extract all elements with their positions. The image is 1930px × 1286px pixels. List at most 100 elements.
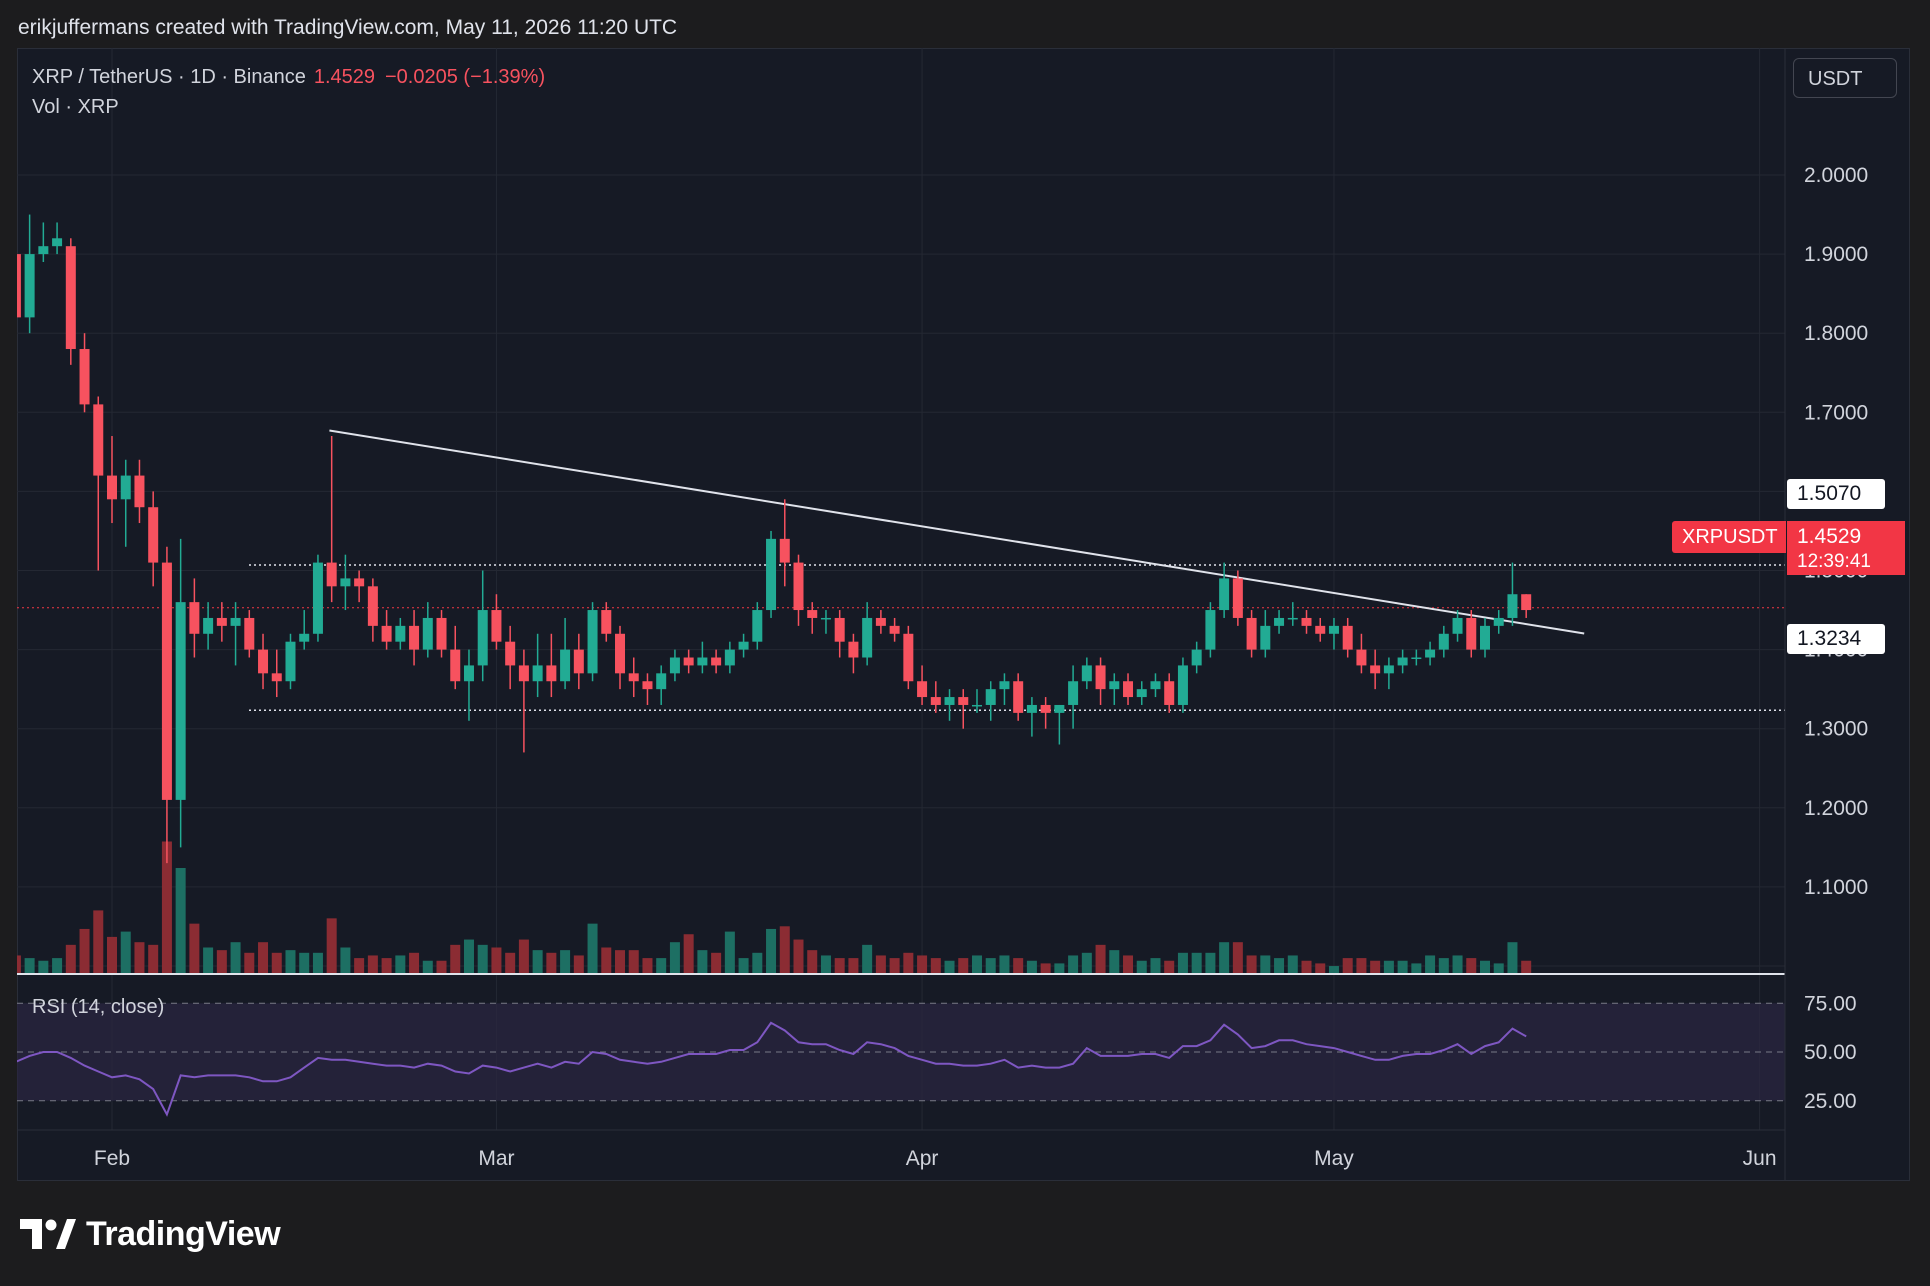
- candle-body: [930, 697, 941, 705]
- volume-bar: [971, 955, 982, 974]
- candle-body: [889, 625, 900, 634]
- candle: [1480, 617, 1490, 658]
- candle-body: [1205, 610, 1216, 650]
- candle: [1493, 610, 1504, 634]
- candle: [450, 625, 461, 690]
- volume-label: Vol · XRP: [32, 96, 119, 118]
- candle: [505, 625, 516, 690]
- candle-body: [244, 617, 255, 650]
- rsi-label: RSI (14, close): [32, 996, 165, 1018]
- candle: [834, 610, 845, 658]
- volume-bar: [340, 947, 351, 974]
- candle-body: [1095, 665, 1106, 690]
- candle: [1411, 649, 1422, 666]
- candle: [1287, 602, 1298, 626]
- candle-body: [65, 246, 76, 350]
- volume-bar: [1095, 944, 1106, 974]
- candle: [1356, 633, 1367, 674]
- candle: [38, 222, 49, 263]
- volume-bar: [1232, 942, 1243, 974]
- volume-bar: [258, 942, 269, 974]
- volume-bar: [669, 942, 680, 974]
- volume-bar: [903, 952, 914, 974]
- candle: [52, 222, 63, 255]
- volume-bar: [203, 947, 214, 974]
- candle: [848, 633, 859, 674]
- candle: [889, 617, 900, 642]
- candle: [1191, 641, 1202, 674]
- volume-bar: [697, 950, 708, 974]
- volume-bar: [752, 952, 763, 974]
- candle: [340, 554, 351, 611]
- volume-bar: [1109, 950, 1120, 974]
- volume-bar: [656, 958, 667, 974]
- candle: [615, 625, 626, 690]
- candle-body: [834, 617, 845, 642]
- volume-bar: [615, 950, 626, 974]
- candle: [587, 602, 598, 682]
- volume-bar: [793, 939, 804, 974]
- candle-body: [120, 475, 131, 500]
- candle: [546, 633, 557, 698]
- candle-body: [312, 562, 323, 634]
- candle: [1013, 673, 1024, 721]
- candle: [944, 689, 955, 721]
- volume-bar: [1370, 960, 1381, 974]
- candle-body: [1123, 681, 1134, 698]
- time-tick-label: Jun: [1743, 1147, 1777, 1170]
- time-tick-label: Mar: [478, 1147, 514, 1170]
- volume-bar: [1191, 952, 1202, 974]
- volume-bar: [518, 939, 529, 974]
- candle: [1219, 562, 1230, 618]
- candle: [1425, 641, 1436, 666]
- currency-unit-button[interactable]: USDT: [1793, 58, 1897, 98]
- candle: [189, 578, 200, 658]
- candle: [65, 238, 76, 365]
- candle-body: [1328, 625, 1339, 634]
- candle: [1205, 602, 1216, 658]
- volume-bar: [601, 947, 612, 974]
- candle-body: [1136, 689, 1147, 698]
- candle-body: [1219, 578, 1230, 611]
- last-price-tag: 1.4529: [1787, 521, 1905, 553]
- tradingview-logo[interactable]: TradingView: [20, 1214, 281, 1254]
- candle-body: [958, 697, 969, 705]
- candle-body: [1397, 657, 1408, 666]
- candle-body: [17, 254, 21, 318]
- candle-body: [573, 649, 584, 674]
- volume-bar: [450, 944, 461, 974]
- candle-body: [216, 617, 227, 626]
- volume-bar: [1507, 942, 1518, 974]
- candle-body: [903, 633, 914, 682]
- price-chart[interactable]: 1.10001.20001.30001.40001.50001.60001.70…: [17, 48, 1910, 1181]
- candle: [958, 689, 969, 729]
- candle-body: [724, 649, 735, 666]
- candle-body: [518, 665, 529, 682]
- candle: [1507, 562, 1518, 626]
- volume-bar: [1177, 952, 1188, 974]
- bar-countdown: 12:39:41: [1787, 551, 1905, 575]
- volume-bar: [354, 958, 365, 974]
- volume-bar: [573, 955, 584, 974]
- volume-bar: [766, 928, 777, 974]
- candle-body: [971, 704, 982, 707]
- candle-body: [367, 586, 378, 626]
- candle-body: [381, 625, 392, 642]
- candle-body: [1068, 681, 1079, 705]
- candle: [1095, 657, 1106, 705]
- volume-bar: [107, 936, 117, 974]
- candle-body: [738, 641, 749, 650]
- candle: [1136, 681, 1147, 705]
- volume-bar: [1274, 958, 1285, 974]
- candle-body: [1521, 594, 1532, 611]
- time-axis: Feb Mar Apr May Jun: [94, 1147, 1777, 1170]
- candle-body: [1013, 681, 1024, 713]
- candle-body: [230, 617, 241, 626]
- volume-bar: [1301, 960, 1312, 974]
- candle-body: [793, 562, 804, 611]
- volume-bar: [1246, 955, 1257, 974]
- candle: [1081, 657, 1092, 690]
- volume-bar: [985, 958, 996, 974]
- candle: [1068, 665, 1079, 729]
- candle: [1328, 617, 1339, 650]
